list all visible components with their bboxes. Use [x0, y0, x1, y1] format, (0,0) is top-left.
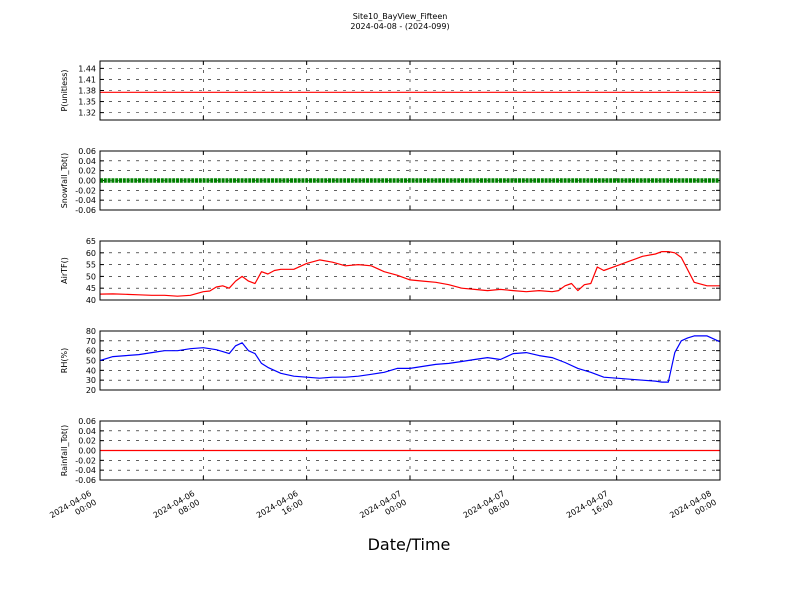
chart-panels: 1.321.351.381.411.44P(unitless)0.060.040… [60, 60, 721, 485]
y-tick-label: 65 [86, 237, 96, 246]
panel-1: 0.060.040.020.00-0.02-0.04-0.06 Snowfall_… [60, 147, 721, 215]
y-tick-label: 40 [86, 366, 96, 375]
panel-frame [99, 60, 721, 121]
panel-frame [99, 420, 721, 481]
y-tick-label: 1.35 [78, 98, 96, 107]
y-tick-label: -0.06 [75, 476, 96, 485]
y-tick-label: 80 [86, 327, 96, 336]
y-tick-label: 0.02 [78, 437, 96, 446]
y-tick-label: 1.38 [78, 87, 96, 96]
y-axis-label: AirTF() [60, 257, 69, 284]
y-tick-label: 70 [86, 337, 96, 346]
y-tick-label: 1.32 [78, 109, 96, 118]
x-axis-ticks: 2024-04-0600:00 2024-04-0608:00 2024-04-06… [48, 489, 718, 529]
panel-0: 1.32 1.35 1.38 1.41 1.44 P(unitless) [60, 60, 721, 121]
x-tick-label: 2024-04-0800:00 [668, 489, 718, 529]
y-tick-label: -0.04 [75, 466, 96, 475]
y-axis-label: Rainfall_Tot() [60, 425, 69, 477]
x-tick-label: 2024-04-0700:00 [358, 489, 408, 529]
y-axis-label: Snowfall_Tot() [60, 153, 69, 209]
y-tick-label: 0.04 [78, 157, 96, 166]
chart-subtitle: 2024-04-08 - (2024-099) [350, 22, 449, 31]
y-tick-label: -0.02 [75, 186, 96, 195]
panel-frame [99, 330, 721, 391]
series-line [100, 335, 720, 383]
y-tick-label: 1.44 [78, 64, 96, 73]
x-tick-label: 2024-04-0716:00 [565, 489, 615, 529]
panel-2: 65 60 55 50 45 40 AirTF() [60, 237, 721, 305]
y-tick-label: 0.04 [78, 427, 96, 436]
y-axis-label: RH(%) [60, 348, 69, 373]
y-tick-label: 60 [86, 249, 96, 258]
panel-frame [99, 150, 721, 211]
y-tick-label: 50 [86, 272, 96, 281]
panel-frame [99, 240, 721, 301]
y-tick-label: 0.02 [78, 167, 96, 176]
y-tick-label: -0.04 [75, 196, 96, 205]
x-tick-label: 2024-04-0616:00 [255, 489, 305, 529]
x-tick-label: 2024-04-0600:00 [48, 489, 98, 529]
y-tick-label: -0.02 [75, 456, 96, 465]
y-tick-label: 50 [86, 357, 96, 366]
chart-title: Site10_BayView_Fifteen [353, 12, 448, 21]
y-tick-label: -0.06 [75, 206, 96, 215]
y-tick-label: 55 [86, 261, 96, 270]
x-tick-label: 2024-04-0608:00 [152, 489, 202, 529]
series-line [100, 251, 720, 297]
y-tick-label: 45 [86, 284, 96, 293]
y-tick-label: 30 [86, 376, 96, 385]
y-tick-label: 1.41 [78, 75, 96, 84]
y-tick-label: 0.00 [78, 177, 96, 186]
y-tick-label: 0.06 [78, 417, 96, 426]
x-tick-label: 2024-04-0708:00 [462, 489, 512, 529]
y-tick-label: 40 [86, 296, 96, 305]
x-axis-label: Date/Time [368, 535, 451, 554]
y-tick-label: 60 [86, 347, 96, 356]
panel-4: 0.060.040.020.00-0.02-0.04-0.06 Rainfall_… [60, 417, 721, 485]
y-axis-label: P(unitless) [60, 69, 69, 111]
y-tick-label: 0.00 [78, 447, 96, 456]
y-tick-label: 0.06 [78, 147, 96, 156]
y-tick-label: 20 [86, 386, 96, 395]
